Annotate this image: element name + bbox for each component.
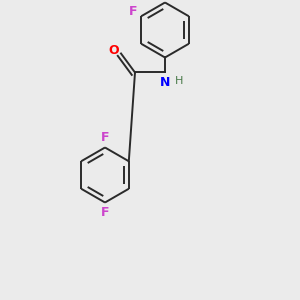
- Text: F: F: [129, 5, 138, 18]
- Text: H: H: [175, 76, 183, 86]
- Text: O: O: [108, 44, 119, 58]
- Text: F: F: [101, 131, 109, 144]
- Text: N: N: [160, 76, 170, 89]
- Text: F: F: [101, 206, 109, 219]
